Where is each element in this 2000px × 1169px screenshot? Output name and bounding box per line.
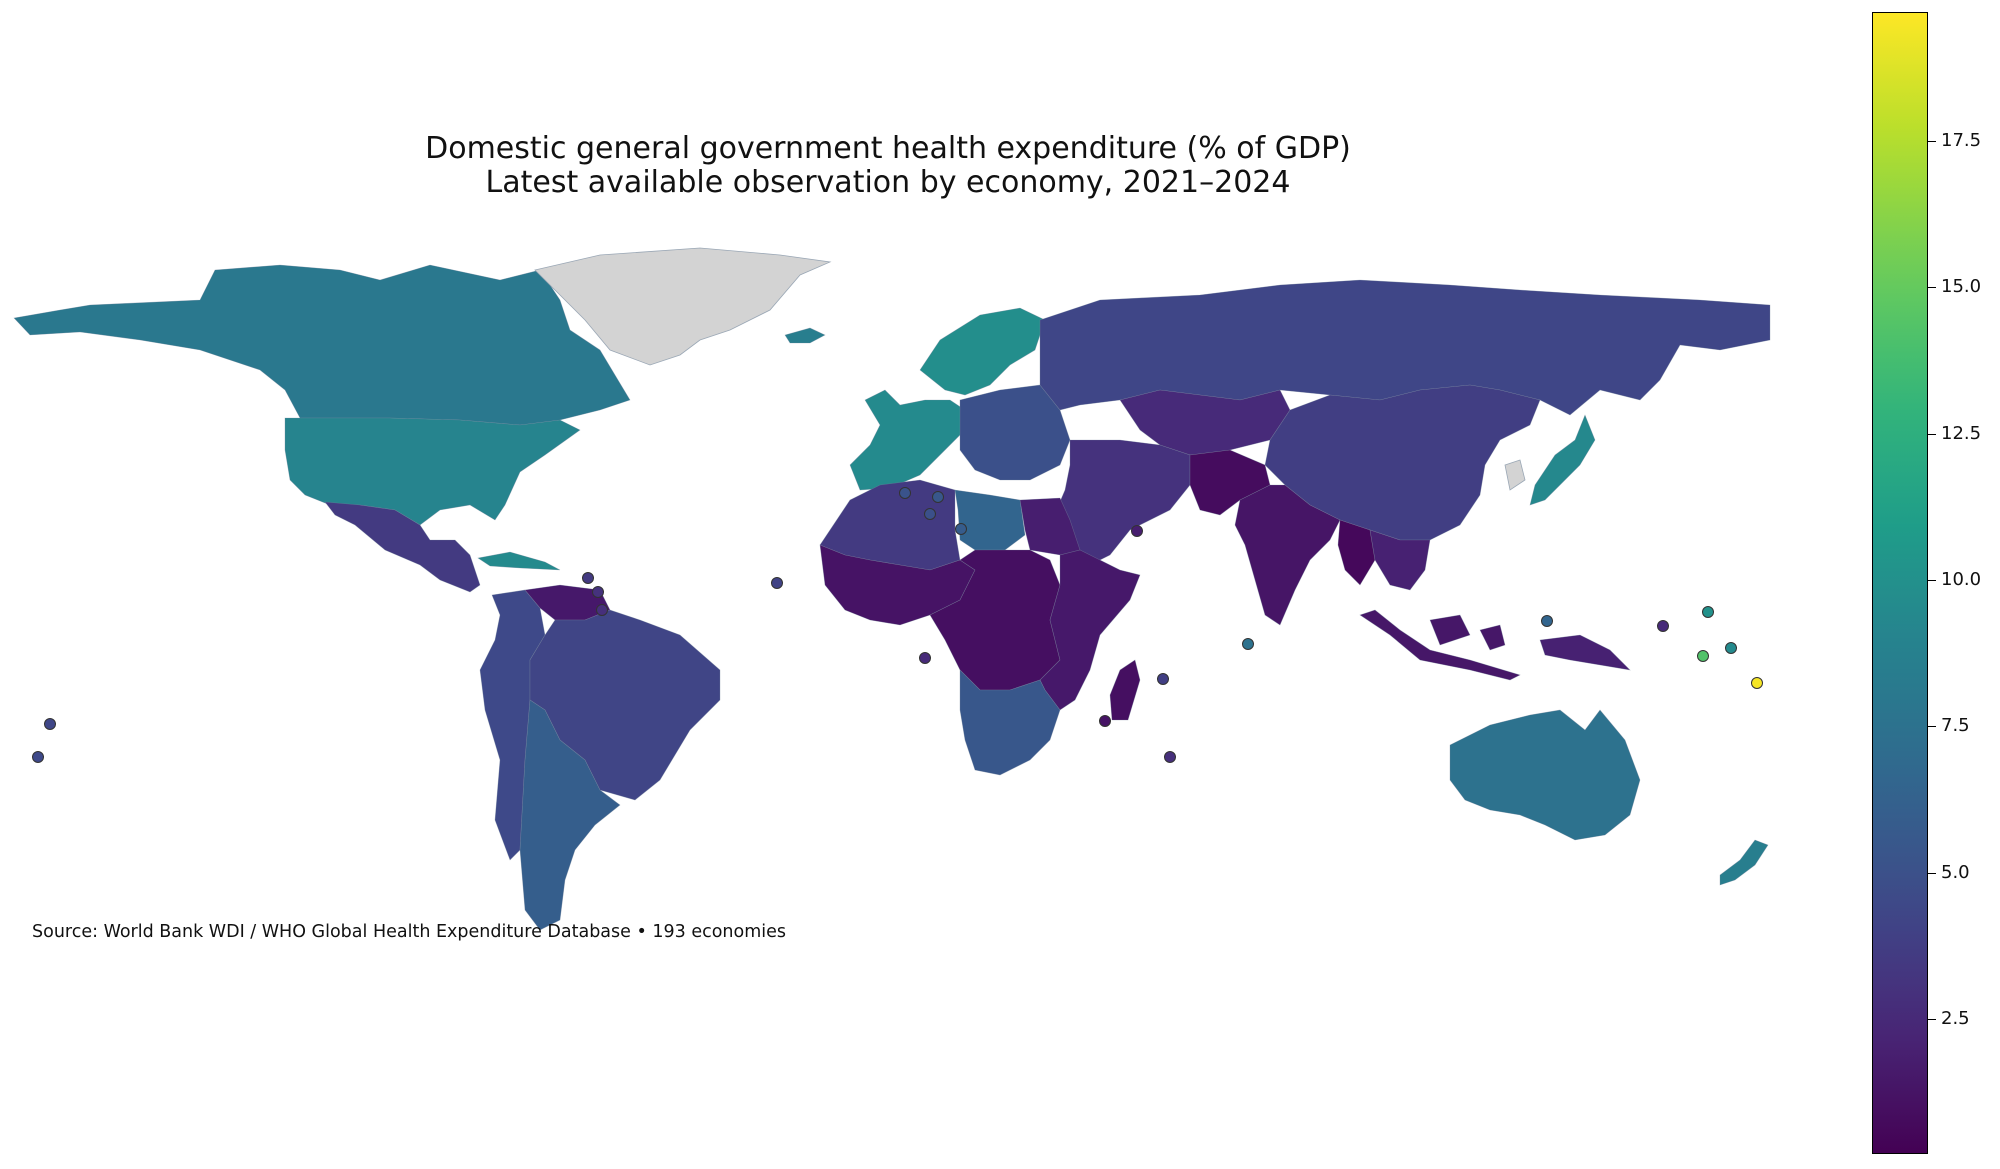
colorbar-tick-label: 17.5: [1941, 129, 1982, 151]
region-new-zealand: [1719, 839, 1769, 886]
island-marker: [919, 652, 931, 664]
region-mexico-central-america: [324, 501, 481, 593]
chart-title: Domestic general government health expen…: [0, 132, 1776, 200]
region-australia: [1449, 709, 1641, 841]
region-colombia-andes: [479, 589, 546, 861]
colorbar: [1872, 12, 1928, 1154]
colorbar-tick-label: 2.5: [1941, 1008, 1970, 1030]
region-iceland: [784, 327, 826, 344]
region-east-africa: [1039, 549, 1141, 711]
region-india: [1234, 484, 1341, 626]
region-cuba: [477, 551, 561, 571]
region-greenland: [534, 247, 832, 366]
island-marker: [1751, 677, 1763, 689]
island-marker: [596, 604, 608, 616]
island-marker: [1725, 642, 1737, 654]
island-marker: [1099, 715, 1111, 727]
region-middle-east: [1049, 439, 1191, 571]
island-marker: [924, 508, 936, 520]
title-line-2: Latest available observation by economy,…: [485, 165, 1291, 200]
colorbar-tick-mark: [1928, 140, 1936, 142]
island-marker: [1157, 673, 1169, 685]
region-libya: [954, 489, 1026, 551]
island-marker: [1657, 620, 1669, 632]
source-note: Source: World Bank WDI / WHO Global Heal…: [32, 922, 787, 942]
island-marker: [899, 487, 911, 499]
region-southern-africa: [959, 669, 1061, 776]
region-japan: [1529, 414, 1596, 506]
colorbar-tick-mark: [1928, 1019, 1936, 1021]
colorbar-tick-label: 15.0: [1941, 276, 1982, 298]
colorbar-tick-mark: [1928, 872, 1936, 874]
island-marker: [1131, 525, 1143, 537]
colorbar-tick-label: 10.0: [1941, 569, 1982, 591]
island-marker: [582, 572, 594, 584]
region-eastern-europe: [959, 384, 1071, 481]
island-marker: [1697, 650, 1709, 662]
colorbar-tick-mark: [1928, 580, 1936, 582]
region-myanmar: [1337, 519, 1376, 586]
region-korea: [1504, 459, 1526, 491]
region-nordics: [919, 307, 1046, 396]
region-papua-new-guinea: [1539, 634, 1631, 671]
region-usa: [284, 417, 581, 526]
island-marker: [1164, 751, 1176, 763]
region-canada-alaska: [13, 264, 631, 426]
colorbar-ticks: 2.5 5.0 7.5 10.0 12.5 15.0 17.5: [1928, 12, 2000, 1154]
region-southeast-asia: [1369, 529, 1431, 591]
island-marker: [1541, 615, 1553, 627]
island-marker: [44, 718, 56, 730]
island-marker: [955, 523, 967, 535]
title-line-1: Domestic general government health expen…: [425, 131, 1351, 166]
colorbar-tick-label: 7.5: [1941, 715, 1970, 737]
island-marker: [1242, 638, 1254, 650]
colorbar-tick-label: 5.0: [1941, 861, 1970, 883]
colorbar-tick-label: 12.5: [1941, 422, 1982, 444]
island-marker: [592, 586, 604, 598]
region-western-europe: [849, 389, 966, 491]
island-marker: [932, 491, 944, 503]
world-choropleth-map: [13, 247, 1771, 931]
region-madagascar: [1109, 659, 1141, 721]
colorbar-tick-mark: [1928, 726, 1936, 728]
region-indonesia: [1359, 609, 1521, 681]
region-southern-cone: [519, 699, 621, 931]
colorbar-tick-mark: [1928, 287, 1936, 289]
island-marker: [1702, 606, 1714, 618]
island-marker: [771, 577, 783, 589]
island-marker: [32, 751, 44, 763]
colorbar-tick-mark: [1928, 433, 1936, 435]
